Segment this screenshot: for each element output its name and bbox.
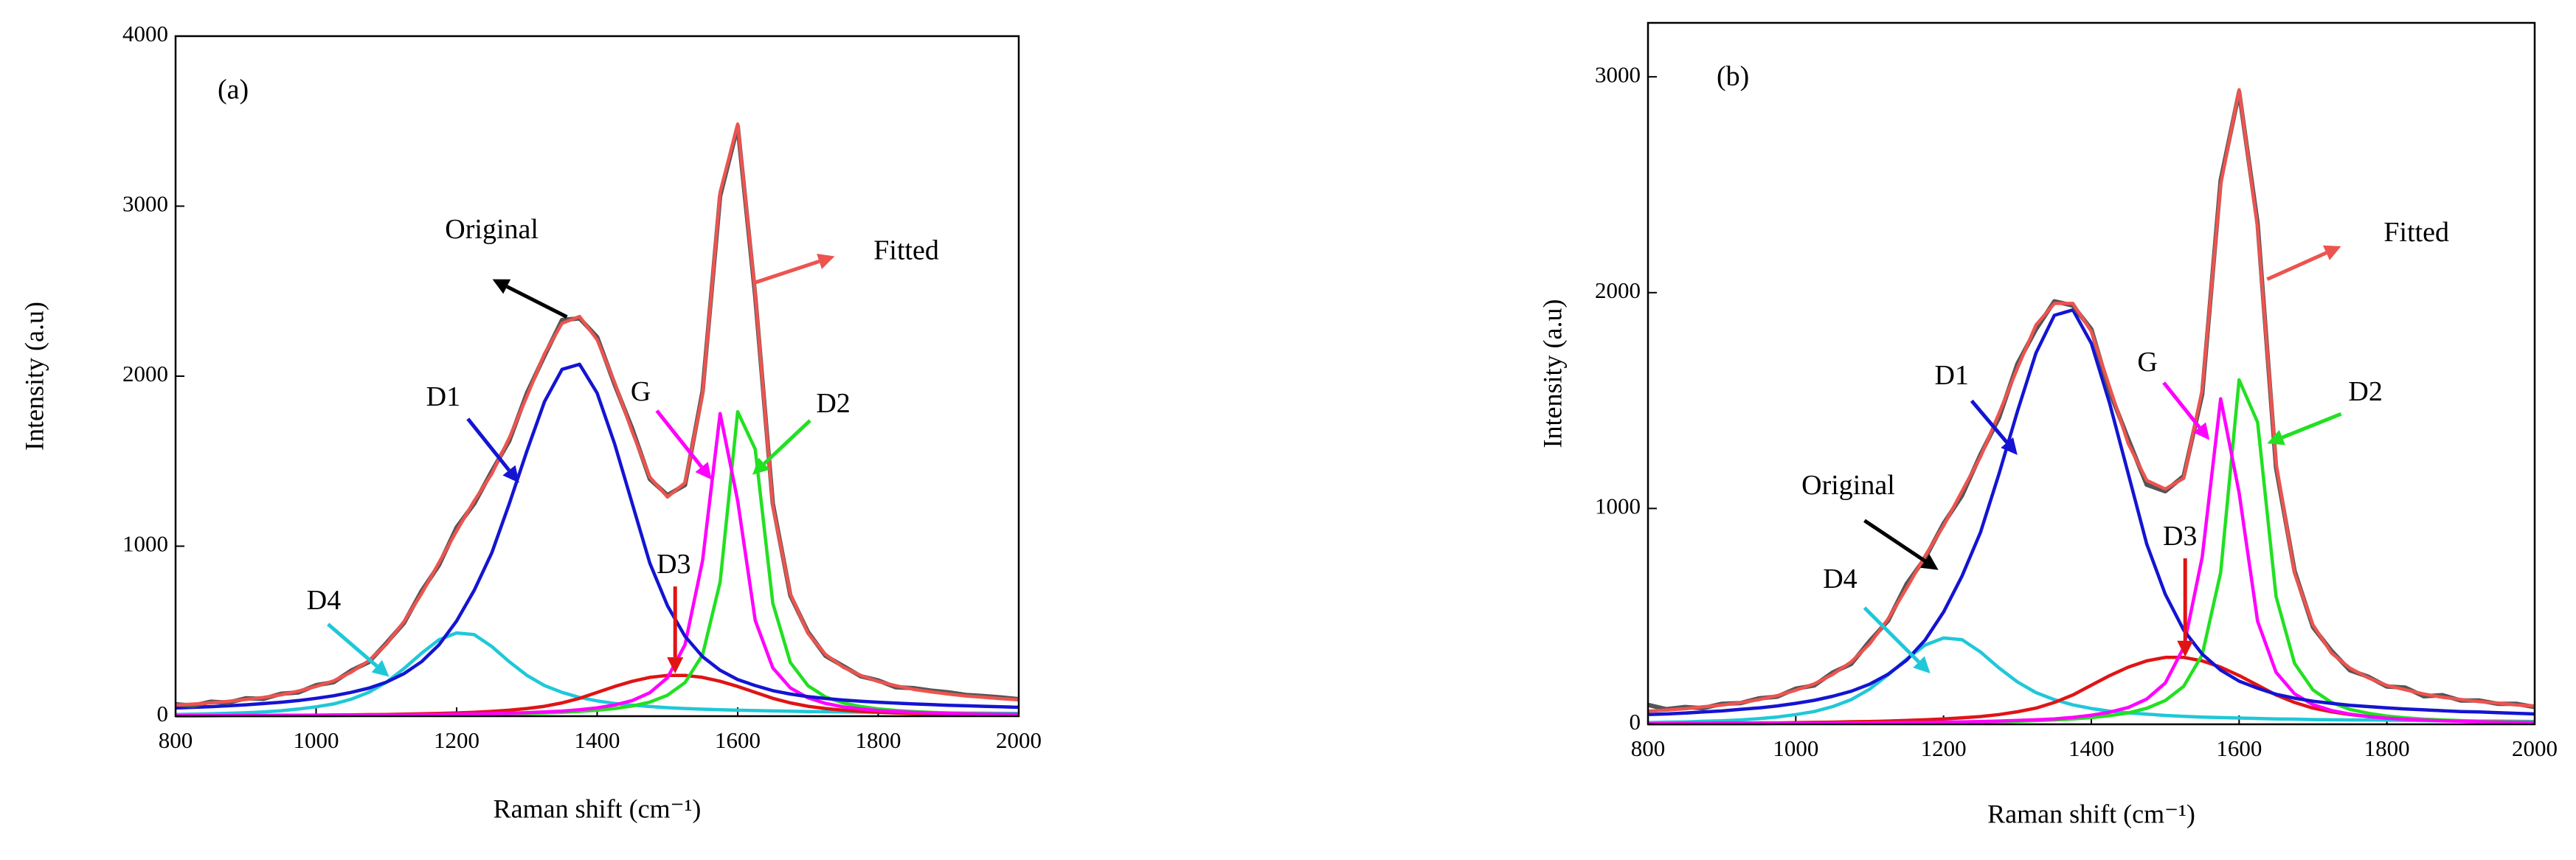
series-line (1647, 636, 2535, 724)
arrow (1970, 399, 2009, 444)
panel-label: (b) (1717, 61, 1749, 92)
series-line (175, 122, 1019, 707)
series-line (1648, 397, 2535, 726)
y-tick-label: 0 (157, 701, 169, 727)
annotation: D2 (816, 388, 850, 419)
y-axis-title: Intensity (a.u) (1537, 299, 1567, 448)
arrow-head (2001, 437, 2018, 455)
x-tick-label: 1000 (1773, 735, 1818, 761)
plot-frame (174, 35, 1020, 718)
arrow (327, 623, 378, 668)
series-line (175, 362, 1019, 710)
x-tick-label: 1200 (1921, 735, 1967, 761)
annotation: D1 (426, 381, 460, 412)
arrow (2266, 251, 2327, 281)
annotation: G (631, 376, 651, 407)
annotation: D3 (2163, 521, 2197, 552)
x-tick-label: 2000 (2512, 735, 2558, 761)
y-tick-label: 4000 (122, 21, 168, 46)
annotation: G (2137, 347, 2157, 378)
series-line (1648, 378, 2535, 726)
x-axis-title: Raman shift (cm⁻¹) (494, 794, 702, 823)
x-tick-label: 2000 (996, 727, 1042, 753)
y-tick-label: 1000 (122, 531, 168, 557)
y-axis-title: Intensity (a.u) (19, 302, 49, 451)
arrow-head (492, 279, 511, 294)
plot-frame (1647, 21, 2536, 726)
x-axis-title: Raman shift (cm⁻¹) (1987, 799, 2195, 828)
x-tick-label: 1400 (575, 727, 620, 753)
y-tick-label: 3000 (122, 191, 168, 217)
series-line (1647, 88, 2535, 713)
arrow-head (2267, 429, 2285, 445)
x-tick-label: 1600 (2216, 735, 2262, 761)
x-tick-label: 1000 (294, 727, 339, 753)
series-line (1647, 89, 2535, 712)
annotation: D1 (1934, 360, 1968, 391)
arrow-head (695, 462, 712, 480)
chart-panel: 0 1000 2000 3000 800 1000 1200 1400 1600 1800 2000… (1537, 21, 2558, 828)
arrow-head (2322, 245, 2341, 260)
arrow-head (817, 253, 835, 269)
arrow (2162, 381, 2201, 429)
arrow (1863, 606, 1920, 664)
arrow-head (667, 657, 684, 674)
arrow-head (371, 659, 389, 677)
chart-panel: 0 1000 2000 3000 4000 800 1000 1200 1400 1600 1800… (19, 21, 1042, 823)
x-tick-label: 1600 (715, 727, 761, 753)
y-tick-label: 2000 (1595, 277, 1641, 303)
x-tick-label: 1800 (2364, 735, 2410, 761)
arrow (655, 409, 704, 468)
annotation: D4 (307, 585, 341, 616)
annotation: D3 (657, 549, 690, 580)
series-line (175, 124, 1019, 708)
arrow (1863, 519, 1926, 563)
x-tick-label: 1400 (2068, 735, 2114, 761)
series-line (176, 409, 1019, 718)
x-tick-label: 1800 (856, 727, 901, 753)
y-tick-label: 1000 (1595, 493, 1641, 519)
annotation: D4 (1823, 563, 1857, 594)
annotation: Fitted (2383, 217, 2449, 248)
arrow-head (1920, 554, 1939, 570)
annotation: Original (1801, 470, 1895, 501)
x-tick-label: 800 (159, 727, 193, 753)
arrow (2281, 412, 2342, 440)
arrow-head (2192, 422, 2210, 440)
arrow (755, 260, 820, 285)
arrow-head (2177, 640, 2194, 657)
arrow (763, 419, 811, 465)
y-tick-label: 3000 (1595, 61, 1641, 87)
series-line (1647, 308, 2535, 717)
annotation: Fitted (873, 235, 939, 266)
annotation: Original (445, 214, 539, 245)
y-tick-label: 2000 (122, 361, 168, 386)
arrow-head (502, 465, 519, 483)
y-tick-label: 0 (1630, 709, 1641, 735)
arrow-head (1913, 656, 1931, 673)
arrow (506, 285, 568, 319)
arrow (466, 417, 510, 472)
series-line (176, 412, 1019, 718)
annotation: D2 (2348, 376, 2382, 407)
x-tick-label: 1200 (434, 727, 479, 753)
arrow-head (752, 457, 770, 475)
x-tick-label: 800 (1631, 735, 1666, 761)
panel-label: (a) (218, 74, 249, 105)
